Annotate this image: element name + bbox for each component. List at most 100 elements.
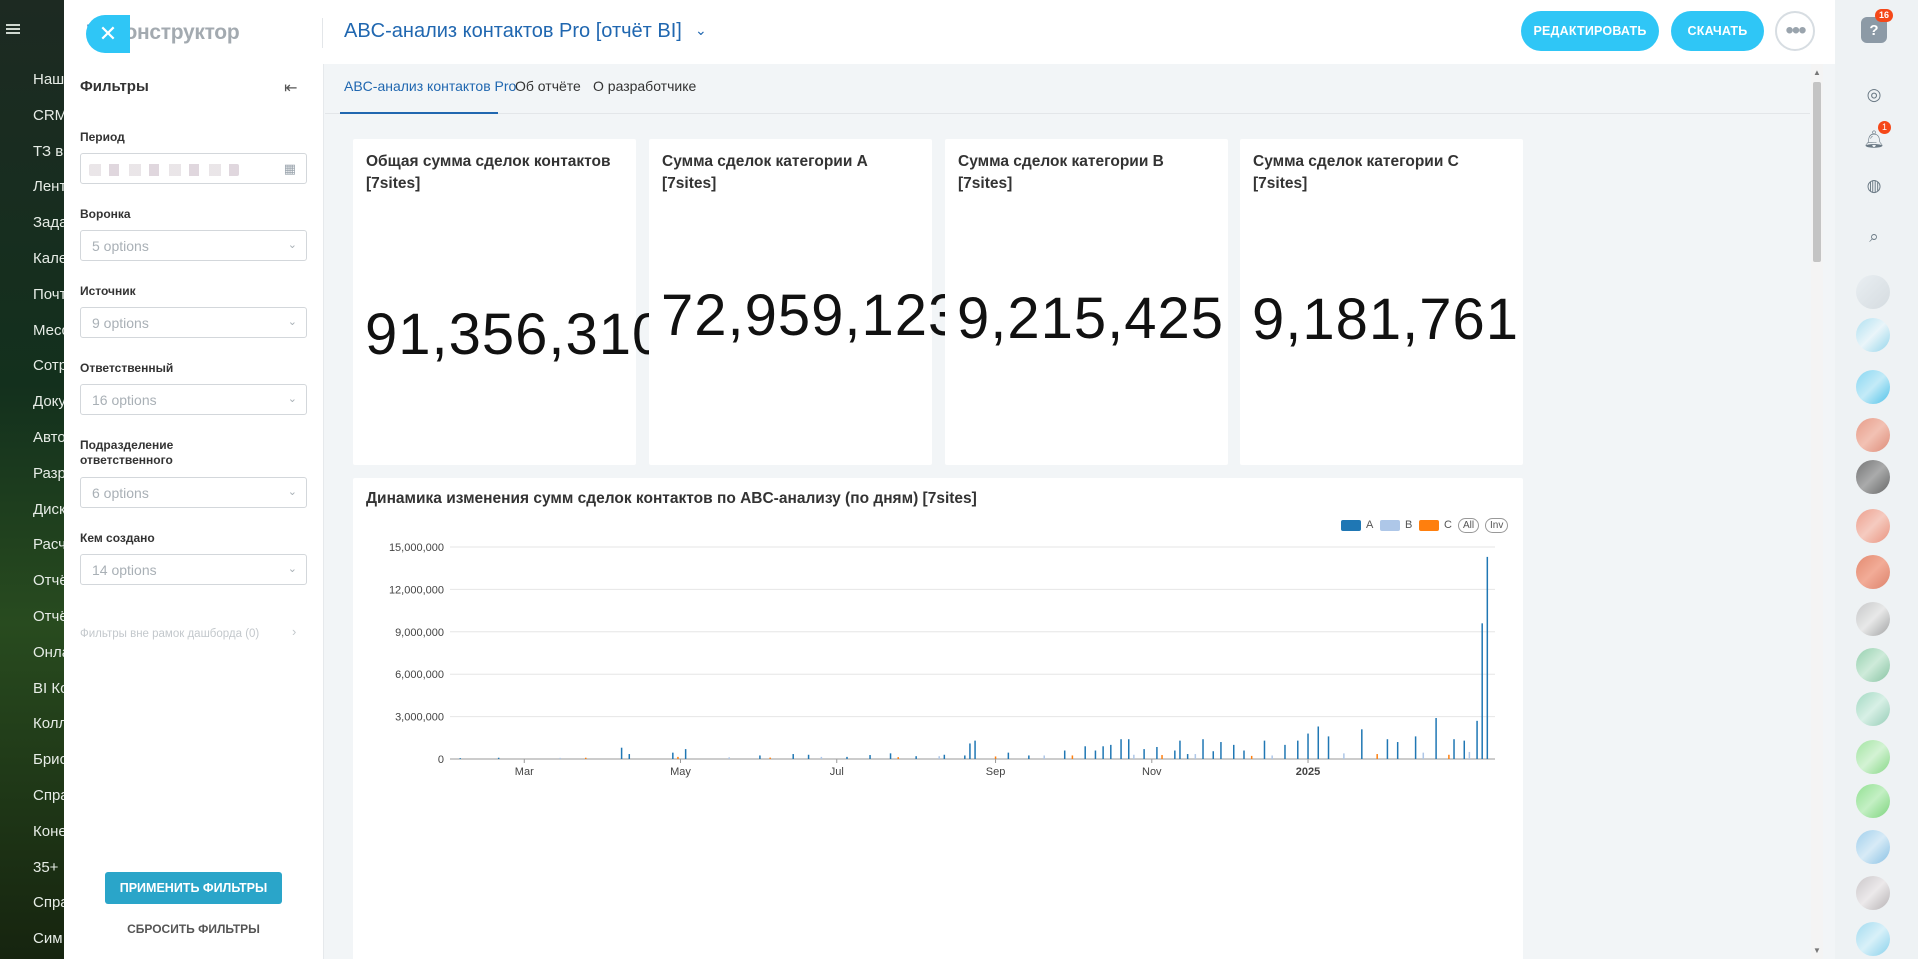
tab-about-report[interactable]: Об отчёте bbox=[515, 78, 581, 94]
avatar[interactable] bbox=[1856, 602, 1890, 636]
responsible-select[interactable]: 16 options ⌄ bbox=[80, 384, 307, 415]
avatar[interactable] bbox=[1856, 830, 1890, 864]
legend-all-button[interactable]: All bbox=[1458, 518, 1480, 533]
chevron-right-icon[interactable]: › bbox=[292, 624, 297, 639]
tabs-divider bbox=[325, 113, 1810, 114]
background-menu-item: Отчё bbox=[33, 572, 64, 590]
bar-a bbox=[969, 743, 971, 759]
bar-a bbox=[628, 754, 631, 759]
created-by-select-value: 14 options bbox=[92, 562, 157, 578]
bar-a bbox=[964, 755, 966, 759]
department-select[interactable]: 6 options ⌄ bbox=[80, 477, 307, 508]
legend-item-b[interactable]: B bbox=[1380, 519, 1412, 531]
avatar[interactable] bbox=[1856, 876, 1890, 910]
background-menu-item: Сотр bbox=[33, 357, 64, 375]
background-menu-item: Разр bbox=[33, 464, 64, 482]
bell-icon[interactable]: 🔔︎ 1 bbox=[1861, 121, 1891, 153]
bar-a bbox=[1143, 749, 1145, 759]
bar-a bbox=[1263, 740, 1266, 759]
legend-label: B bbox=[1405, 519, 1413, 531]
avatar[interactable] bbox=[1856, 275, 1890, 309]
collapse-panel-icon[interactable]: ⇤ bbox=[284, 80, 298, 97]
avatar[interactable] bbox=[1856, 555, 1890, 589]
filters-title: Фильтры bbox=[80, 78, 149, 95]
y-tick-label: 3,000,000 bbox=[395, 712, 444, 724]
bar-a bbox=[459, 758, 461, 759]
bar-a bbox=[1361, 729, 1363, 759]
bar-a bbox=[1174, 750, 1176, 759]
kpi-card-total: Общая сумма сделок контактов [7sites] 91… bbox=[353, 139, 664, 465]
created-by-select[interactable]: 14 options ⌄ bbox=[80, 554, 307, 585]
main-scrollbar[interactable]: ▲ ▼ bbox=[1811, 64, 1823, 959]
bar-b bbox=[559, 757, 561, 759]
help-icon[interactable]: ? 16 bbox=[1861, 9, 1893, 43]
bar-a bbox=[1156, 746, 1158, 759]
legend-item-c[interactable]: C bbox=[1419, 519, 1452, 531]
close-slider-button[interactable]: ✕ bbox=[86, 15, 130, 53]
x-tick-label: 2025 bbox=[1296, 766, 1320, 778]
avatar[interactable] bbox=[1856, 460, 1890, 494]
legend-invert-button[interactable]: Inv bbox=[1485, 518, 1509, 533]
period-field[interactable]: ▦ bbox=[80, 153, 307, 184]
bar-a bbox=[943, 754, 946, 759]
kpi-value: 91,356,310 bbox=[365, 302, 666, 367]
report-title[interactable]: ABC-анализ контактов Pro [отчёт BI] bbox=[344, 20, 682, 42]
bar-c bbox=[677, 756, 679, 759]
avatar[interactable] bbox=[1856, 922, 1890, 956]
search-icon[interactable]: ⌕ bbox=[1869, 227, 1879, 246]
kpi-value: 72,959,123 bbox=[661, 283, 962, 348]
background-left-menu: Наш CRM ТЗ в Лент Зада Кале Почт Месс Сотр Доку Ав… bbox=[0, 0, 64, 959]
bar-b bbox=[938, 756, 940, 759]
kpi-value: 9,181,761 bbox=[1252, 287, 1520, 352]
avatar[interactable] bbox=[1856, 692, 1890, 726]
background-menu-item: Месс bbox=[33, 321, 64, 339]
avatar[interactable] bbox=[1856, 370, 1890, 404]
report-slider: ✕ BI Конструктор ABC-анализ контактов Pr… bbox=[64, 0, 1835, 959]
bar-a bbox=[807, 754, 810, 759]
copilot-icon[interactable]: ◎ bbox=[1866, 85, 1882, 104]
bar-a bbox=[1063, 750, 1066, 759]
funnel-select[interactable]: 5 options ⌄ bbox=[80, 230, 307, 261]
outside-dashboard-filters[interactable]: Фильтры вне рамок дашборда (0) bbox=[80, 628, 260, 640]
bar-a bbox=[1120, 739, 1122, 759]
logo-text: Конструктор bbox=[111, 21, 240, 44]
bar-b bbox=[1194, 754, 1197, 759]
chat-icon[interactable]: ◍ bbox=[1866, 176, 1882, 195]
bar-a bbox=[1084, 746, 1086, 759]
source-select[interactable]: 9 options ⌄ bbox=[80, 307, 307, 338]
bar-a bbox=[1453, 739, 1455, 759]
background-menu-item: Авто bbox=[33, 428, 64, 446]
x-tick-label: Mar bbox=[515, 766, 534, 778]
bar-a bbox=[1463, 740, 1466, 759]
more-button[interactable]: ••• bbox=[1775, 11, 1815, 51]
avatar[interactable] bbox=[1856, 418, 1890, 452]
bar-a bbox=[1481, 623, 1483, 759]
bar-a bbox=[1243, 750, 1245, 759]
source-select-value: 9 options bbox=[92, 315, 149, 331]
scroll-thumb[interactable] bbox=[1813, 82, 1821, 262]
avatar[interactable] bbox=[1856, 318, 1890, 352]
download-button[interactable]: СКАЧАТЬ bbox=[1671, 11, 1764, 51]
bar-b bbox=[1422, 752, 1425, 759]
avatar[interactable] bbox=[1856, 784, 1890, 818]
chevron-down-icon: ⌄ bbox=[287, 316, 297, 328]
tab-abc-analysis[interactable]: ABC-анализ контактов Pro bbox=[344, 78, 517, 94]
reset-filters-button[interactable]: СБРОСИТЬ ФИЛЬТРЫ bbox=[127, 922, 260, 936]
calendar-icon[interactable]: ▦ bbox=[283, 161, 296, 176]
scroll-down-icon[interactable]: ▼ bbox=[1813, 946, 1821, 955]
bar-a bbox=[915, 756, 917, 759]
filter-label-responsible: Ответственный bbox=[80, 361, 174, 375]
avatar[interactable] bbox=[1856, 509, 1890, 543]
edit-button[interactable]: РЕДАКТИРОВАТЬ bbox=[1521, 11, 1659, 51]
tab-about-developer[interactable]: О разработчике bbox=[593, 78, 697, 94]
avatar[interactable] bbox=[1856, 648, 1890, 682]
background-menu-item: Доку bbox=[33, 393, 64, 411]
legend-item-a[interactable]: A bbox=[1341, 519, 1373, 531]
chevron-down-icon[interactable]: ⌄ bbox=[695, 22, 707, 38]
avatar[interactable] bbox=[1856, 740, 1890, 774]
background-menu-item: ТЗ в bbox=[33, 142, 64, 160]
apply-filters-button[interactable]: ПРИМЕНИТЬ ФИЛЬТРЫ bbox=[105, 872, 282, 904]
scroll-up-icon[interactable]: ▲ bbox=[1813, 68, 1821, 77]
menu-burger-icon[interactable] bbox=[6, 24, 20, 34]
background-menu-item: BI Ко bbox=[33, 679, 64, 697]
